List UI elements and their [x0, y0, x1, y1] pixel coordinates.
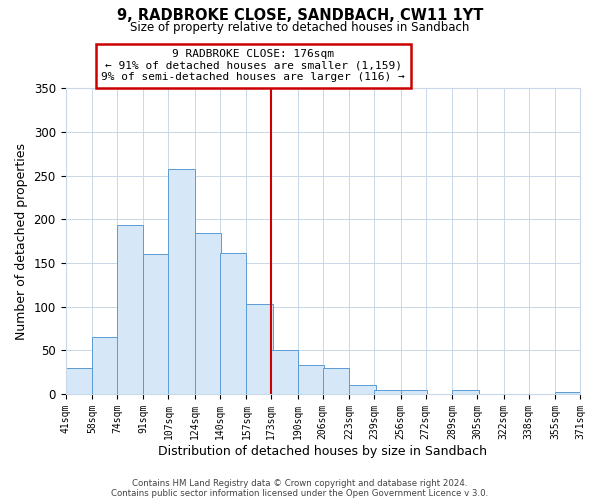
- Bar: [220, 252, 247, 394]
- Bar: [65, 368, 92, 394]
- Text: Size of property relative to detached houses in Sandbach: Size of property relative to detached ho…: [130, 21, 470, 34]
- Bar: [169, 168, 195, 394]
- Bar: [323, 368, 349, 394]
- Bar: [143, 254, 170, 394]
- Y-axis label: Number of detached properties: Number of detached properties: [15, 142, 28, 340]
- X-axis label: Distribution of detached houses by size in Sandbach: Distribution of detached houses by size …: [158, 444, 487, 458]
- Bar: [92, 337, 119, 394]
- Bar: [452, 390, 479, 394]
- Bar: [349, 385, 376, 394]
- Bar: [555, 392, 581, 394]
- Text: 9 RADBROKE CLOSE: 176sqm
← 91% of detached houses are smaller (1,159)
9% of semi: 9 RADBROKE CLOSE: 176sqm ← 91% of detach…: [101, 49, 405, 82]
- Text: Contains HM Land Registry data © Crown copyright and database right 2024.: Contains HM Land Registry data © Crown c…: [132, 478, 468, 488]
- Text: Contains public sector information licensed under the Open Government Licence v : Contains public sector information licen…: [112, 488, 488, 498]
- Text: 9, RADBROKE CLOSE, SANDBACH, CW11 1YT: 9, RADBROKE CLOSE, SANDBACH, CW11 1YT: [117, 8, 483, 22]
- Bar: [298, 365, 325, 394]
- Bar: [195, 234, 221, 394]
- Bar: [247, 304, 273, 394]
- Bar: [374, 390, 401, 394]
- Bar: [271, 350, 298, 394]
- Bar: [117, 226, 143, 394]
- Bar: [401, 390, 427, 394]
